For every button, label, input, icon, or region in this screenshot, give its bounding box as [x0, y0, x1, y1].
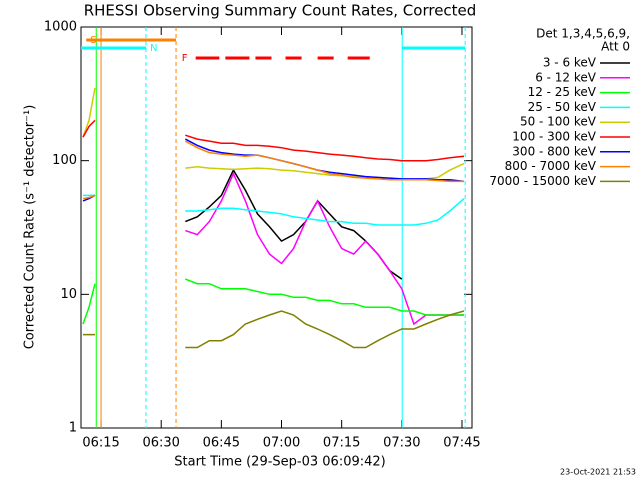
plot-frame [80, 26, 473, 429]
flag-label: S [90, 35, 96, 46]
legend-label: 25 - 50 keV [528, 100, 597, 114]
series-line [185, 171, 464, 326]
y-axis-label: Corrected Count Rate (s⁻¹ detector⁻¹) [23, 105, 38, 350]
x-tick-label: 07:30 [383, 436, 420, 451]
y-tick-label: 1 [69, 421, 77, 436]
flag-label: N [150, 43, 157, 54]
legend-label: 6 - 12 keV [535, 70, 597, 84]
legend-label: 300 - 800 keV [512, 144, 596, 158]
series-line [83, 194, 465, 226]
flag-label: F [182, 53, 188, 64]
x-tick-label: 07:15 [323, 436, 360, 451]
legend-label: 7000 - 15000 keV [489, 174, 596, 188]
y-tick-label: 10 [60, 287, 77, 302]
x-tick-label: 06:15 [82, 436, 119, 451]
legend-label: 100 - 300 keV [512, 130, 596, 144]
legend-label: 50 - 100 keV [520, 115, 597, 129]
series-line [82, 278, 464, 325]
x-tick-label: 06:45 [203, 436, 240, 451]
y-tick-label: 100 [52, 153, 77, 168]
x-axis-label: Start Time (29-Sep-03 06:09:42) [174, 455, 385, 470]
y-tick-label: 1000 [44, 20, 77, 35]
legend-header: Att 0 [601, 40, 630, 54]
x-tick-label: 07:45 [443, 436, 480, 451]
series-line [82, 138, 465, 202]
x-tick-label: 07:00 [263, 436, 300, 451]
legend-label: 800 - 7000 keV [505, 159, 597, 173]
legend-label: 3 - 6 keV [543, 56, 597, 70]
footer: 23-Oct-2021 21:53 [560, 468, 636, 477]
legend-label: 12 - 25 keV [528, 85, 597, 99]
chart-title: RHESSI Observing Summary Count Rates, Co… [84, 2, 477, 20]
legend-header: Det 1,3,4,5,6,9, [536, 27, 630, 41]
series-line [82, 140, 464, 200]
series-line [83, 310, 465, 349]
series-line [82, 119, 465, 162]
x-tick-label: 06:30 [142, 436, 179, 451]
series-line [185, 168, 403, 280]
series-line [82, 87, 465, 181]
